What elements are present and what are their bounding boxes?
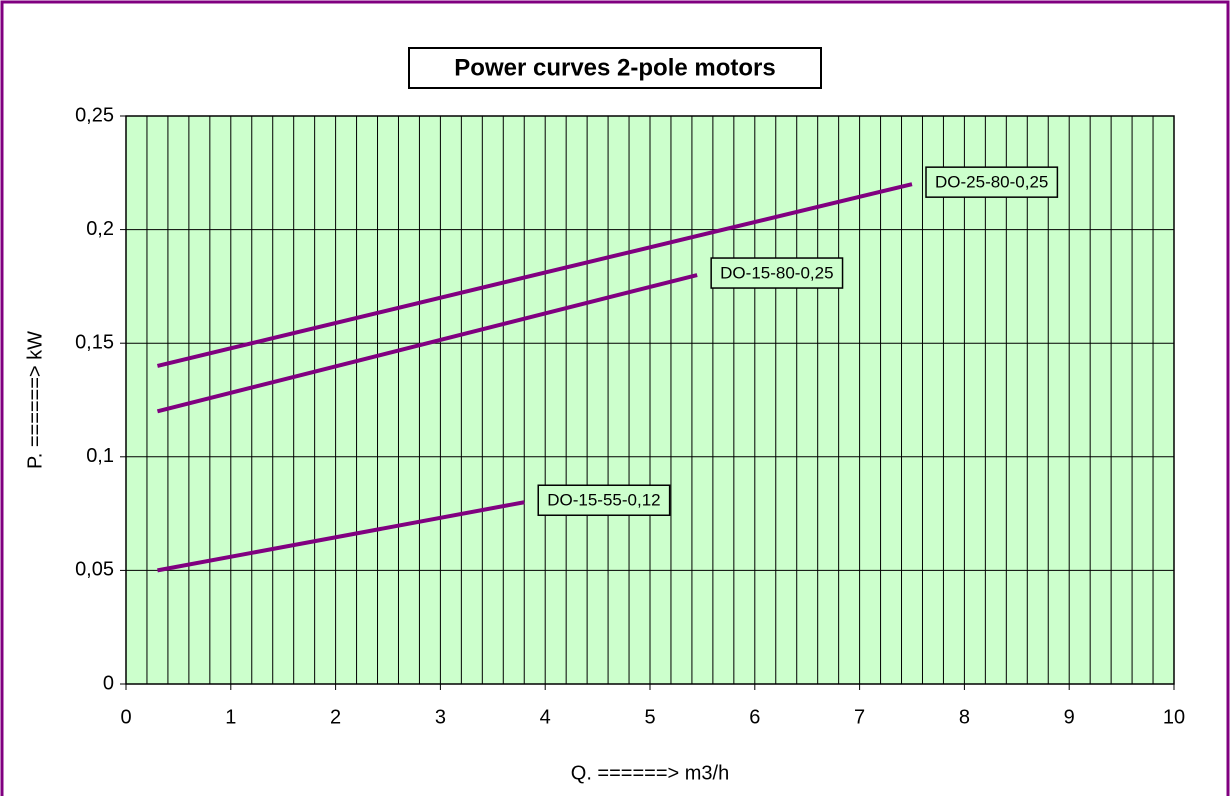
y-tick-label: 0 — [103, 672, 114, 694]
series-label-text: DO-15-55-0,12 — [547, 491, 660, 510]
chart-title: Power curves 2-pole motors — [454, 54, 775, 81]
y-axis-label: P. ======> kW — [24, 331, 46, 469]
series-label-box — [537, 484, 671, 516]
x-tick-label: 8 — [959, 706, 970, 728]
series-label-box — [710, 257, 844, 289]
y-tick-label: 0,15 — [75, 331, 114, 353]
x-tick-label: 4 — [540, 706, 551, 728]
series-line — [157, 500, 525, 573]
y-tick-label: 0,1 — [86, 445, 114, 467]
series-label-text: DO-25-80-0,25 — [935, 173, 1048, 192]
x-tick-label: 3 — [435, 706, 446, 728]
series-label-text: DO-15-80-0,25 — [720, 264, 833, 283]
series-label: DO-25-80-0,25 — [925, 166, 1059, 198]
y-tick-label: 0,25 — [75, 104, 114, 126]
series-label: DO-15-80-0,25 — [710, 257, 844, 289]
grid — [120, 115, 1175, 690]
series-line — [156, 182, 913, 368]
x-tick-label: 5 — [644, 706, 655, 728]
x-tick-label: 1 — [225, 706, 236, 728]
x-axis-label: Q. ======> m3/h — [571, 762, 729, 784]
title-box — [408, 47, 822, 89]
x-tick-label: 6 — [749, 706, 760, 728]
y-tick-label: 0,05 — [75, 559, 114, 581]
plot-border — [125, 115, 1175, 685]
x-tick-label: 10 — [1163, 706, 1185, 728]
x-tick-label: 0 — [120, 706, 131, 728]
series-line — [156, 273, 698, 414]
x-tick-label: 7 — [854, 706, 865, 728]
y-tick-label: 0,2 — [86, 218, 114, 240]
x-tick-label: 2 — [330, 706, 341, 728]
x-tick-label: 9 — [1064, 706, 1075, 728]
series-label-box — [925, 166, 1059, 198]
lines — [156, 182, 913, 573]
series-label: DO-15-55-0,12 — [537, 484, 671, 516]
texts: Power curves 2-pole motors Q. ======> m3… — [24, 47, 1185, 784]
